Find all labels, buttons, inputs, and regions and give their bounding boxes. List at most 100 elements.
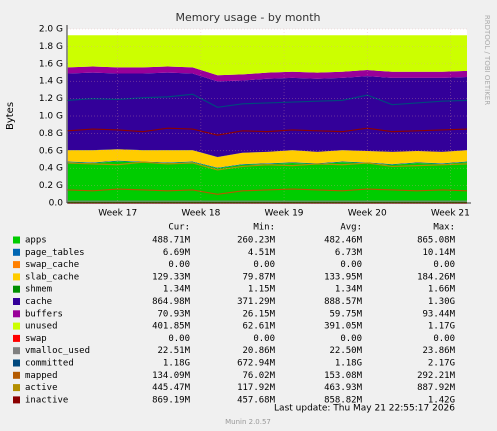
legend-label: active: [25, 383, 58, 393]
legend-label: apps: [25, 236, 47, 246]
y-tick-label: 0.0: [49, 199, 64, 209]
legend-value: 869.19M: [152, 395, 191, 405]
legend-value: 1.17G: [428, 322, 455, 332]
legend-value: 1.18G: [335, 359, 362, 369]
x-tick-label: Week 17: [98, 209, 137, 219]
legend-value: 134.09M: [152, 371, 191, 381]
y-tick-label: 0.8 G: [39, 129, 63, 139]
legend-value: 2.17G: [428, 359, 455, 369]
line: [67, 93, 468, 108]
y-tick-label: 2.0 G: [39, 25, 63, 35]
legend-label: swap_cache: [25, 260, 79, 270]
legend-value: 133.95M: [324, 272, 363, 282]
legend-value: 6.73M: [335, 248, 363, 258]
legend-value: 887.92M: [417, 383, 456, 393]
legend-value: 22.50M: [329, 346, 362, 356]
legend-value: 10.14M: [422, 248, 455, 258]
y-tick-label: 0.6 G: [39, 146, 63, 156]
legend-value: 4.51M: [248, 248, 276, 258]
line: [67, 161, 468, 171]
y-axis-label: Bytes: [5, 102, 16, 130]
legend-value: 129.33M: [152, 272, 191, 282]
legend-swatch: [13, 396, 20, 404]
legend-swatch: [13, 273, 20, 281]
legend-value: 858.82M: [324, 395, 363, 405]
legend-value: 488.71M: [152, 236, 191, 246]
area: [67, 72, 467, 158]
legend-value: 76.02M: [242, 371, 275, 381]
y-tick-label: 0.4 G: [39, 164, 63, 174]
legend-label: unused: [25, 322, 58, 332]
legend-label: cache: [25, 297, 52, 307]
legend-value: 463.93M: [324, 383, 363, 393]
legend-value: 153.08M: [324, 371, 363, 381]
legend-value: 457.68M: [237, 395, 276, 405]
legend-value: 0.00: [433, 334, 455, 344]
legend-value: 864.98M: [152, 297, 191, 307]
legend-value: 79.87M: [242, 272, 275, 282]
legend-swatch: [13, 298, 20, 305]
legend-swatch: [13, 248, 20, 256]
legend-value: 20.86M: [242, 346, 275, 356]
watermark: RRDTOOL / TOBI OETIKER: [483, 15, 491, 105]
y-tick-label: 0.2 G: [39, 181, 63, 191]
column-header: Min:: [253, 223, 275, 233]
column-header: Max:: [433, 223, 455, 233]
legend-label: vmalloc_used: [25, 346, 90, 356]
legend-value: 59.75M: [329, 309, 362, 319]
legend-swatch: [13, 359, 20, 367]
legend-swatch: [13, 322, 20, 330]
legend-value: 93.44M: [422, 309, 455, 319]
legend-value: 391.05M: [324, 322, 363, 332]
legend-value: 1.15M: [248, 285, 276, 295]
legend-label: mapped: [25, 371, 58, 381]
legend-value: 70.93M: [157, 309, 190, 319]
legend-label: shmem: [25, 285, 52, 295]
last-update: Last update: Thu May 21 22:55:17 2026: [274, 404, 455, 414]
legend-value: 22.51M: [157, 346, 190, 356]
y-tick-label: 1.6 G: [39, 59, 63, 69]
y-tick-label: 1.2 G: [39, 94, 63, 104]
legend-swatch: [13, 371, 20, 379]
legend-value: 1.42G: [428, 395, 455, 405]
legend-value: 117.92M: [237, 383, 276, 393]
legend-value: 1.66M: [428, 285, 456, 295]
legend-value: 26.15M: [242, 309, 275, 319]
legend-value: 371.29M: [237, 297, 276, 307]
legend-value: 865.08M: [417, 236, 456, 246]
column-header: Cur:: [168, 223, 190, 233]
legend-value: 445.47M: [152, 383, 191, 393]
x-tick-label: Week 18: [181, 209, 220, 219]
legend-value: 23.86M: [422, 346, 455, 356]
line: [67, 188, 468, 195]
line: [67, 127, 468, 136]
legend-swatch: [13, 334, 20, 342]
x-tick-label: Week 21: [431, 209, 470, 219]
legend-label: inactive: [25, 395, 68, 405]
legend-value: 672.94M: [237, 359, 276, 369]
legend-value: 1.18G: [163, 359, 190, 369]
legend-value: 0.00: [433, 260, 455, 270]
legend-label: committed: [25, 359, 74, 369]
x-tick-label: Week 20: [348, 209, 387, 219]
legend-value: 0.00: [253, 260, 275, 270]
footer: Munin 2.0.57: [225, 418, 271, 426]
x-tick-label: Week 19: [265, 209, 304, 219]
legend-value: 1.30G: [428, 297, 455, 307]
column-header: Avg:: [340, 223, 362, 233]
legend-value: 1.34M: [163, 285, 191, 295]
legend-swatch: [13, 310, 20, 318]
y-tick-label: 1.4 G: [39, 77, 63, 87]
legend-value: 184.26M: [417, 272, 456, 282]
legend-value: 0.00: [168, 260, 190, 270]
legend-swatch: [13, 285, 20, 293]
legend-label: slab_cache: [25, 272, 79, 282]
legend-label: swap: [25, 334, 47, 344]
legend-value: 260.23M: [237, 236, 276, 246]
legend-label: page_tables: [25, 248, 85, 258]
legend-value: 292.21M: [417, 371, 456, 381]
legend-swatch: [13, 347, 20, 355]
legend-value: 6.69M: [163, 248, 191, 258]
area: [67, 66, 467, 82]
